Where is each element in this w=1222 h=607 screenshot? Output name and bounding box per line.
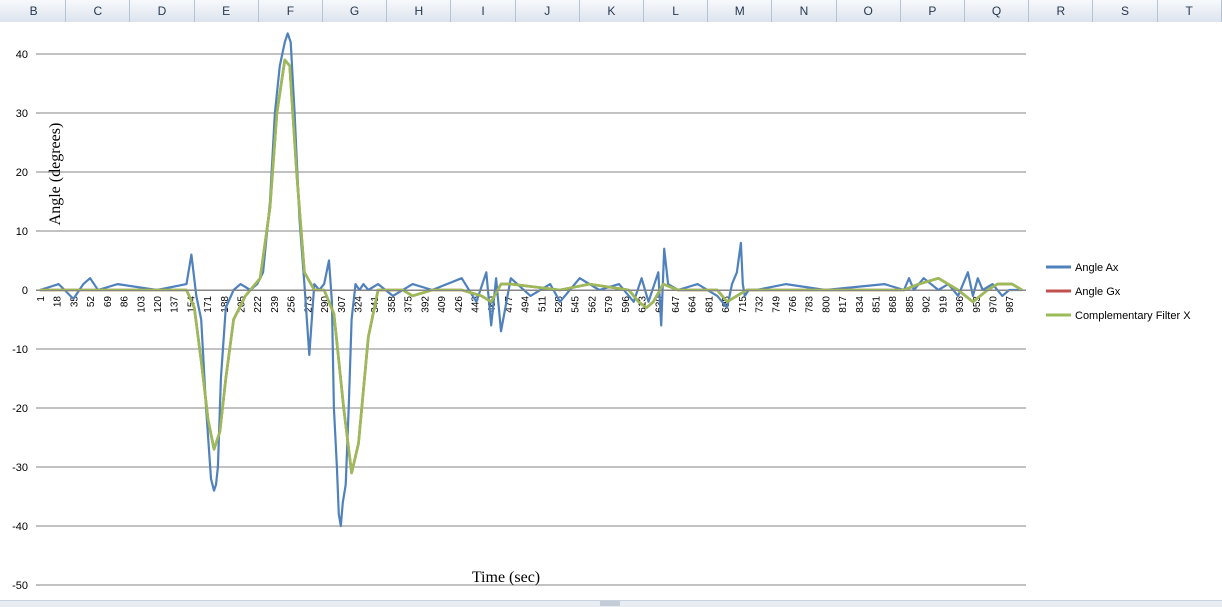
x-tick-label: 392 [420, 296, 431, 313]
x-tick-label: 69 [103, 296, 114, 308]
y-tick-labels: 40 30 20 10 0 -10 -20 -30 -40 -50 [12, 49, 28, 592]
x-tick-label: 783 [805, 296, 816, 313]
scrollbar-grip[interactable] [600, 601, 620, 606]
x-tick-label: 936 [955, 296, 966, 313]
column-header-t[interactable]: T [1158, 0, 1222, 22]
chart-area [0, 22, 1222, 606]
y-tick-label: 40 [16, 49, 28, 61]
column-header-c[interactable]: C [66, 0, 131, 22]
x-tick-label: 698 [721, 296, 732, 313]
column-header-g[interactable]: G [323, 0, 388, 22]
x-axis-label: Time (sec) [472, 569, 540, 586]
x-tick-label: 834 [855, 296, 866, 313]
x-tick-label: 86 [120, 296, 131, 308]
x-tick-label: 273 [303, 296, 314, 313]
y-tick-label: -30 [12, 462, 28, 474]
x-tick-label: 120 [153, 296, 164, 313]
x-tick-label: 749 [771, 296, 782, 313]
x-tick-label: 1 [36, 296, 47, 302]
x-tick-label: 171 [203, 296, 214, 313]
column-header-j[interactable]: J [516, 0, 580, 22]
x-tick-label: 970 [989, 296, 1000, 313]
column-header-e[interactable]: E [195, 0, 259, 22]
line-chart: 40 30 20 10 0 -10 -20 -30 -40 -50 1 18 35 52 69 86 103 1… [0, 22, 1222, 606]
x-tick-label: 664 [688, 296, 699, 313]
x-tick-label: 851 [872, 296, 883, 313]
x-tick-label: 579 [604, 296, 615, 313]
x-tick-label: 290 [320, 296, 331, 313]
column-header-l[interactable]: L [644, 0, 709, 22]
y-tick-label: 0 [22, 285, 28, 297]
y-tick-label: 20 [16, 167, 28, 179]
column-header-i[interactable]: I [451, 0, 516, 22]
x-tick-label: 528 [554, 296, 565, 313]
x-tick-label: 256 [287, 296, 298, 313]
x-tick-label: 817 [838, 296, 849, 313]
y-tick-label: 10 [16, 226, 28, 238]
x-tick-label: 800 [821, 296, 832, 313]
x-tick-label: 681 [704, 296, 715, 313]
x-tick-label: 35 [69, 296, 80, 308]
x-tick-label: 868 [888, 296, 899, 313]
x-tick-label: 545 [571, 296, 582, 313]
column-header-f[interactable]: F [259, 0, 323, 22]
column-header-b[interactable]: B [2, 0, 67, 22]
x-tick-label: 358 [387, 296, 398, 313]
y-tick-label: -20 [12, 403, 28, 415]
x-tick-label: 766 [788, 296, 799, 313]
x-tick-label: 409 [437, 296, 448, 313]
x-tick-label: 885 [905, 296, 916, 313]
y-axis-label: Angle (degrees) [47, 123, 64, 226]
column-header-n[interactable]: N [772, 0, 837, 22]
x-tick-label: 562 [587, 296, 598, 313]
y-tick-label: -40 [12, 521, 28, 533]
x-tick-label: 987 [1005, 296, 1016, 313]
x-tick-label: 18 [53, 296, 64, 308]
x-tick-label: 919 [938, 296, 949, 313]
x-tick-label: 443 [470, 296, 481, 313]
legend: Angle Ax Angle Gx Complementary Filter X [1046, 262, 1191, 322]
x-tick-label: 307 [337, 296, 348, 313]
x-tick-label: 953 [972, 296, 983, 313]
x-tick-label: 596 [621, 296, 632, 313]
legend-entry: Angle Ax [1075, 262, 1119, 274]
x-tick-label: 902 [922, 296, 933, 313]
y-tick-label: 30 [16, 108, 28, 120]
horizontal-scrollbar[interactable] [0, 600, 1222, 607]
column-header-r[interactable]: R [1029, 0, 1094, 22]
column-header-s[interactable]: S [1093, 0, 1158, 22]
column-header-d[interactable]: D [130, 0, 195, 22]
x-tick-label: 137 [170, 296, 181, 313]
x-tick-label: 494 [521, 296, 532, 313]
x-tick-label: 222 [253, 296, 264, 313]
x-tick-label: 647 [671, 296, 682, 313]
x-tick-label: 324 [354, 296, 365, 313]
x-tick-label: 426 [454, 296, 465, 313]
column-header-p[interactable]: P [901, 0, 965, 22]
column-header-k[interactable]: K [580, 0, 644, 22]
y-tick-label: -10 [12, 344, 28, 356]
x-tick-label: 103 [136, 296, 147, 313]
x-tick-label: 239 [270, 296, 281, 313]
column-header-q[interactable]: Q [965, 0, 1030, 22]
x-tick-label: 732 [755, 296, 766, 313]
x-tick-label: 52 [86, 296, 97, 308]
column-header-o[interactable]: O [837, 0, 901, 22]
legend-entry: Angle Gx [1075, 286, 1121, 298]
y-tick-label: -50 [12, 580, 28, 592]
x-tick-label: 188 [220, 296, 231, 313]
column-header-h[interactable]: H [387, 0, 452, 22]
x-tick-label: 375 [404, 296, 415, 313]
legend-entry: Complementary Filter X [1075, 310, 1191, 322]
x-tick-label: 715 [738, 296, 749, 313]
x-tick-label: 477 [504, 296, 515, 313]
x-tick-label: 511 [537, 296, 548, 312]
column-header-m[interactable]: M [708, 0, 773, 22]
